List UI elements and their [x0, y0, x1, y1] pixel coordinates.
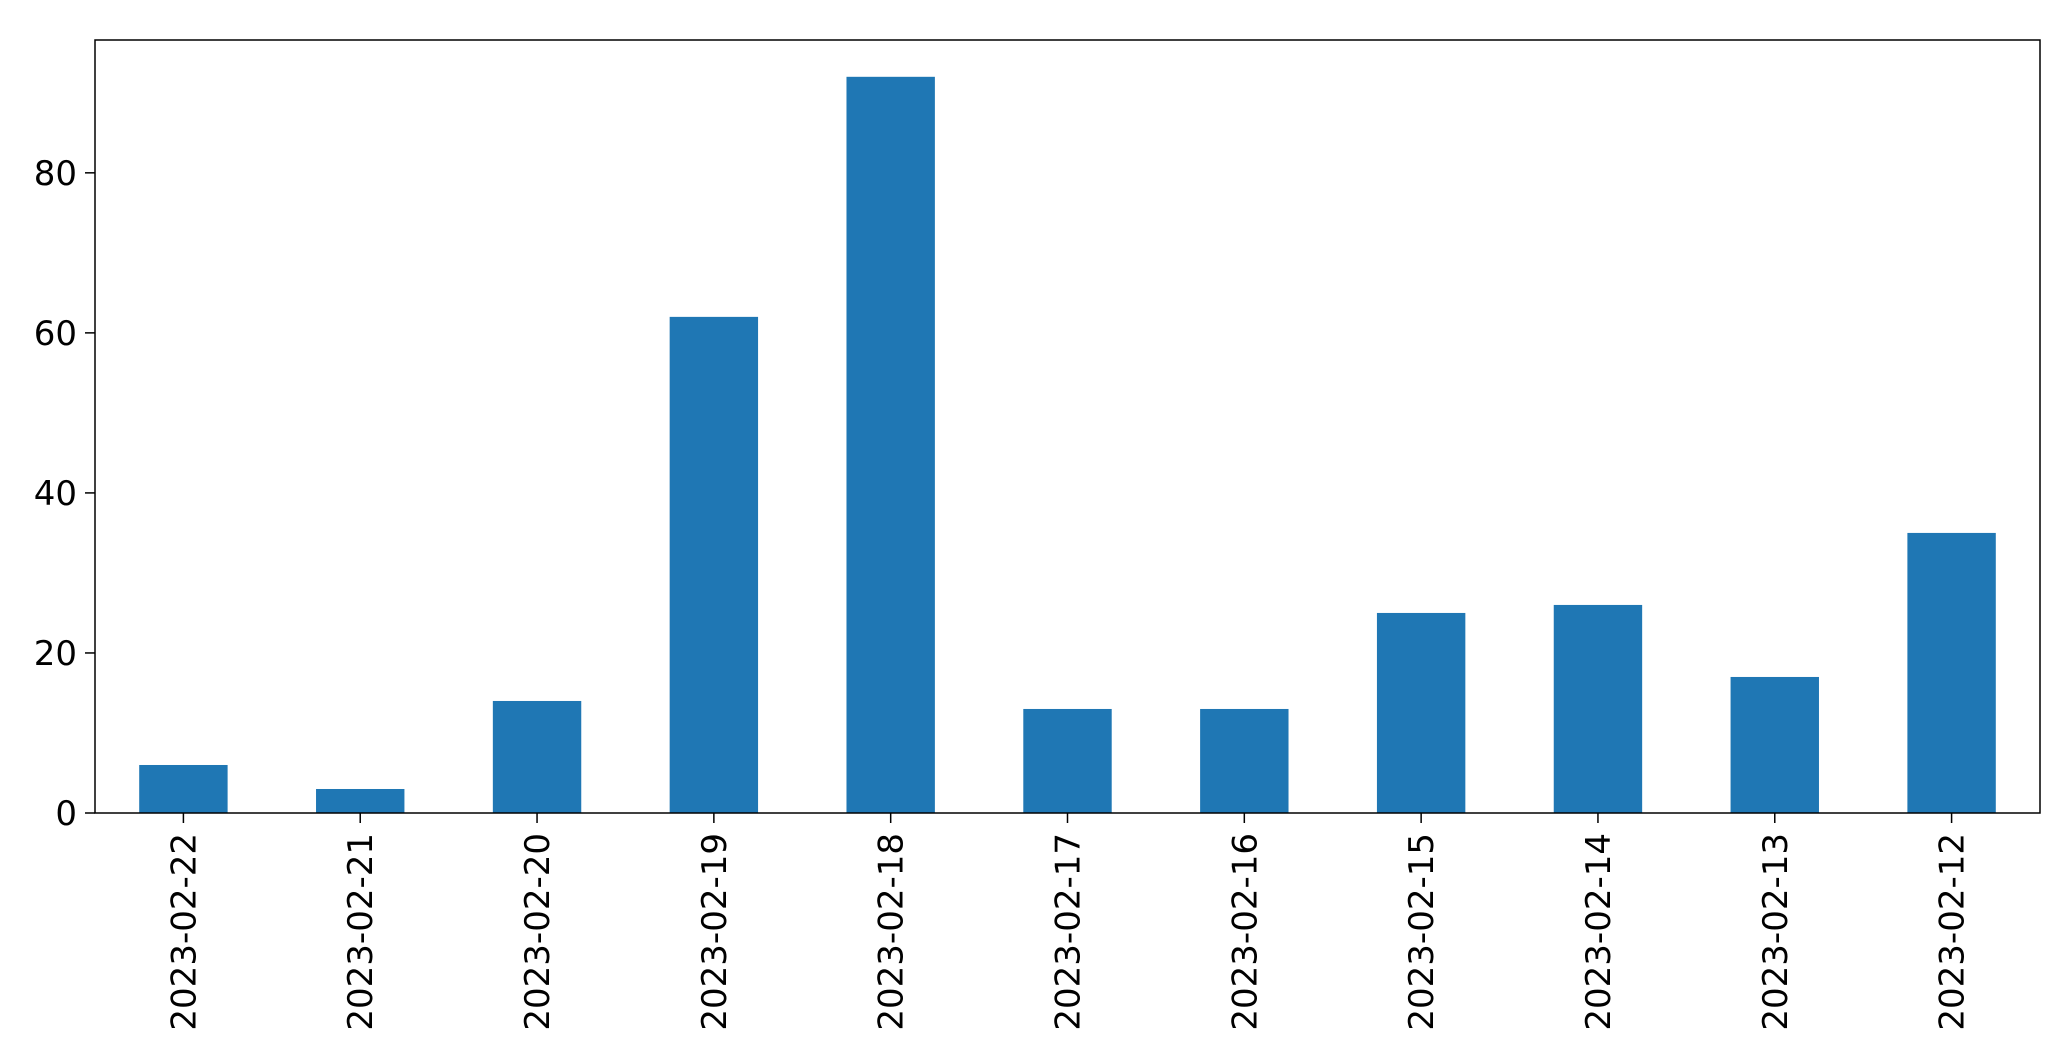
bar-2023-02-15 — [1376, 612, 1466, 813]
x-tick-label: 2023-02-15 — [1402, 833, 1442, 1031]
x-tick-label: 2023-02-19 — [695, 833, 735, 1031]
bar-2023-02-21 — [316, 788, 405, 813]
x-tick-label: 2023-02-18 — [872, 833, 912, 1031]
bar-2023-02-13 — [1730, 676, 1819, 813]
x-tick-label: 2023-02-17 — [1049, 833, 1089, 1031]
y-tick-label: 80 — [34, 154, 77, 194]
x-tick-label: 2023-02-16 — [1225, 833, 1265, 1031]
bar-2023-02-14 — [1553, 604, 1643, 813]
x-axis: 2023-02-22 2023-02-21 2023-02-20 2023-02-19… — [164, 813, 1973, 1031]
x-tick-label: 2023-02-20 — [518, 833, 558, 1031]
bar-2023-02-12 — [1907, 532, 1996, 813]
x-tick-label: 2023-02-12 — [1933, 833, 1973, 1031]
bars-group — [139, 76, 1996, 814]
x-tick-label: 2023-02-14 — [1579, 833, 1619, 1031]
bar-2023-02-17 — [1023, 708, 1112, 813]
bar-2023-02-18 — [846, 76, 935, 814]
plot-area-frame — [94, 39, 2041, 814]
y-tick-label: 0 — [55, 794, 77, 834]
y-tick-label: 40 — [34, 474, 77, 514]
y-axis: 0 20 40 60 80 — [34, 154, 95, 834]
bar-2023-02-16 — [1200, 708, 1289, 813]
x-tick-label: 2023-02-13 — [1756, 833, 1796, 1031]
x-tick-label: 2023-02-21 — [341, 833, 381, 1031]
bar-2023-02-22 — [139, 764, 228, 813]
bar-2023-02-19 — [669, 316, 759, 813]
y-tick-label: 60 — [34, 314, 77, 354]
x-tick-label: 2023-02-22 — [164, 833, 204, 1031]
bar-2023-02-20 — [492, 700, 582, 813]
y-tick-label: 20 — [34, 634, 77, 674]
